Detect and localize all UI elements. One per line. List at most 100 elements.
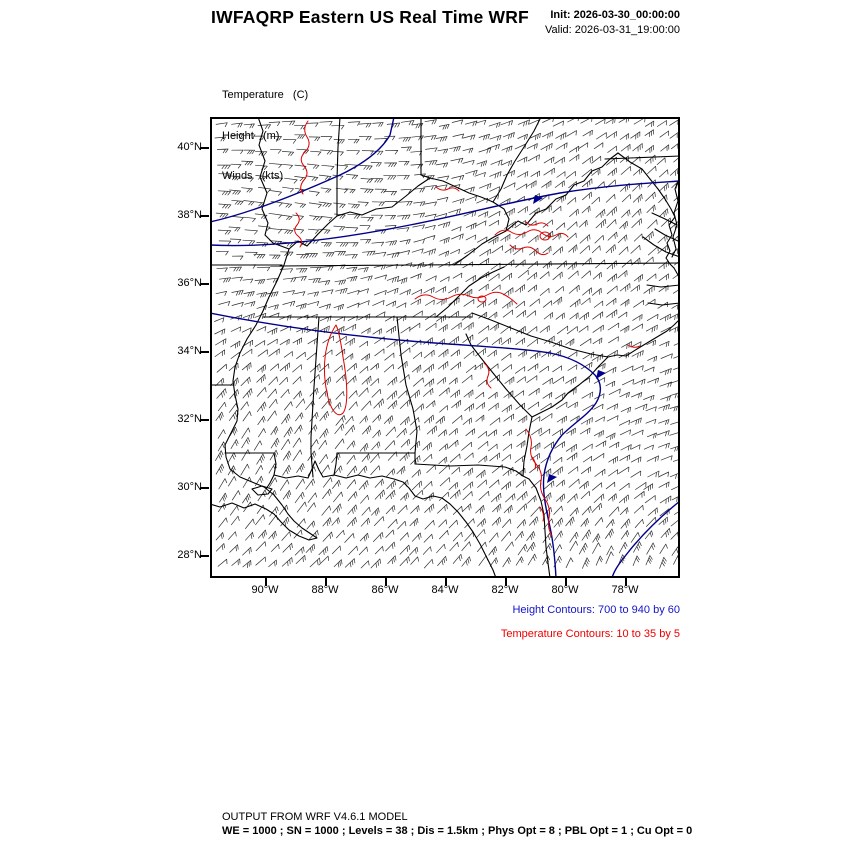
footer-params-line: WE = 1000 ; SN = 1000 ; Levels = 38 ; Di… [222,825,693,837]
border-path [471,312,609,358]
border-path [336,452,524,477]
lat-tick-label: 40°N [177,141,202,153]
lon-tick-label: 80°W [551,584,579,596]
temperature-contour [494,229,569,238]
border-path [617,152,676,218]
temperature-contours-caption: Temperature Contours: 10 to 35 by 5 [500,628,680,640]
lat-tick-mark [200,215,209,217]
border-path [310,316,320,478]
map-area [209,115,686,579]
border-path [505,152,619,232]
lon-tick-label: 90°W [251,584,279,596]
border-path [420,116,431,179]
temperature-contour [294,212,303,248]
pennant-marker [533,195,543,204]
temperature-contour [477,295,487,303]
lat-tick-mark [200,147,209,149]
border-path [257,116,290,250]
temperature-contour [509,244,549,256]
lat-tick-mark [200,351,209,353]
border-path [665,216,676,269]
height-contour [209,180,681,247]
lon-tick-label: 86°W [371,584,399,596]
lon-tick-label: 84°W [431,584,459,596]
temperature-contour [323,324,348,416]
lon-tick-mark [565,578,567,586]
temperature-contour [435,186,460,192]
border-path [273,460,497,579]
temperature-contours-layer [294,120,641,537]
legend-winds: Winds (kts) [222,170,284,182]
map-frame [210,117,680,578]
border-path [251,485,273,496]
temperature-contour [531,456,537,470]
temperature-contour [483,362,492,389]
lon-tick-mark [325,578,327,586]
state-borders-layer [209,116,681,579]
lat-tick-mark [200,555,209,557]
lat-tick-label: 30°N [177,481,202,493]
lon-tick-mark [265,578,267,586]
plot-title: IWFAQRP Eastern US Real Time WRF [211,7,529,27]
pennant-marker [596,370,606,379]
border-path [531,356,609,418]
wind-barbs-layer [214,115,686,569]
lat-tick-label: 34°N [177,345,202,357]
lon-tick-mark [385,578,387,586]
lat-tick-label: 38°N [177,209,202,221]
border-path [224,248,290,515]
border-path [646,284,681,288]
border-path [396,316,418,454]
border-path [642,236,681,258]
temperature-contour [627,344,641,348]
lat-tick-label: 28°N [177,549,202,561]
wind-barbs [214,115,686,569]
height-contour [611,500,681,579]
border-path [209,502,318,541]
border-path [435,266,505,318]
init-timestamp: Init: 2026-03-30_00:00:00 [550,9,680,21]
border-path [647,302,681,306]
temperature-contour [525,221,549,227]
border-path [604,155,681,160]
lat-tick-label: 32°N [177,413,202,425]
lat-tick-label: 36°N [177,277,202,289]
border-path [336,116,341,217]
valid-timestamp: Valid: 2026-03-31_19:00:00 [545,24,680,36]
border-path [522,416,533,477]
legend-temperature: Temperature (C) [222,89,309,101]
height-contours-caption: Height Contours: 700 to 940 by 60 [512,604,680,616]
border-path [224,452,277,476]
temperature-contour [539,506,545,522]
lat-tick-mark [200,283,209,285]
lat-tick-mark [200,487,209,489]
border-path [288,116,542,250]
height-contour [209,116,395,223]
border-path [671,176,681,258]
lon-tick-label: 88°W [311,584,339,596]
lat-tick-mark [200,419,209,421]
border-path [265,474,275,490]
lon-tick-label: 82°W [491,584,519,596]
lon-tick-label: 78°W [611,584,639,596]
temperature-contour [414,291,518,305]
lon-tick-mark [505,578,507,586]
temperature-contour [300,120,310,195]
footer-model-line: OUTPUT FROM WRF V4.6.1 MODEL [222,811,408,823]
height-contour [209,312,602,579]
map-svg [209,115,686,579]
lon-tick-mark [625,578,627,586]
legend-height: Height (m) [222,129,280,142]
pennant-marker [547,474,557,483]
border-path [522,475,551,579]
border-path [654,228,679,242]
temperature-contour [539,231,551,241]
border-path [651,212,678,226]
border-path [279,262,681,267]
lon-tick-mark [445,578,447,586]
border-path [333,452,338,476]
field-legend: Temperature (C) Height (m) Winds (kts) [222,62,308,211]
border-path [453,201,510,266]
border-path [607,318,681,358]
